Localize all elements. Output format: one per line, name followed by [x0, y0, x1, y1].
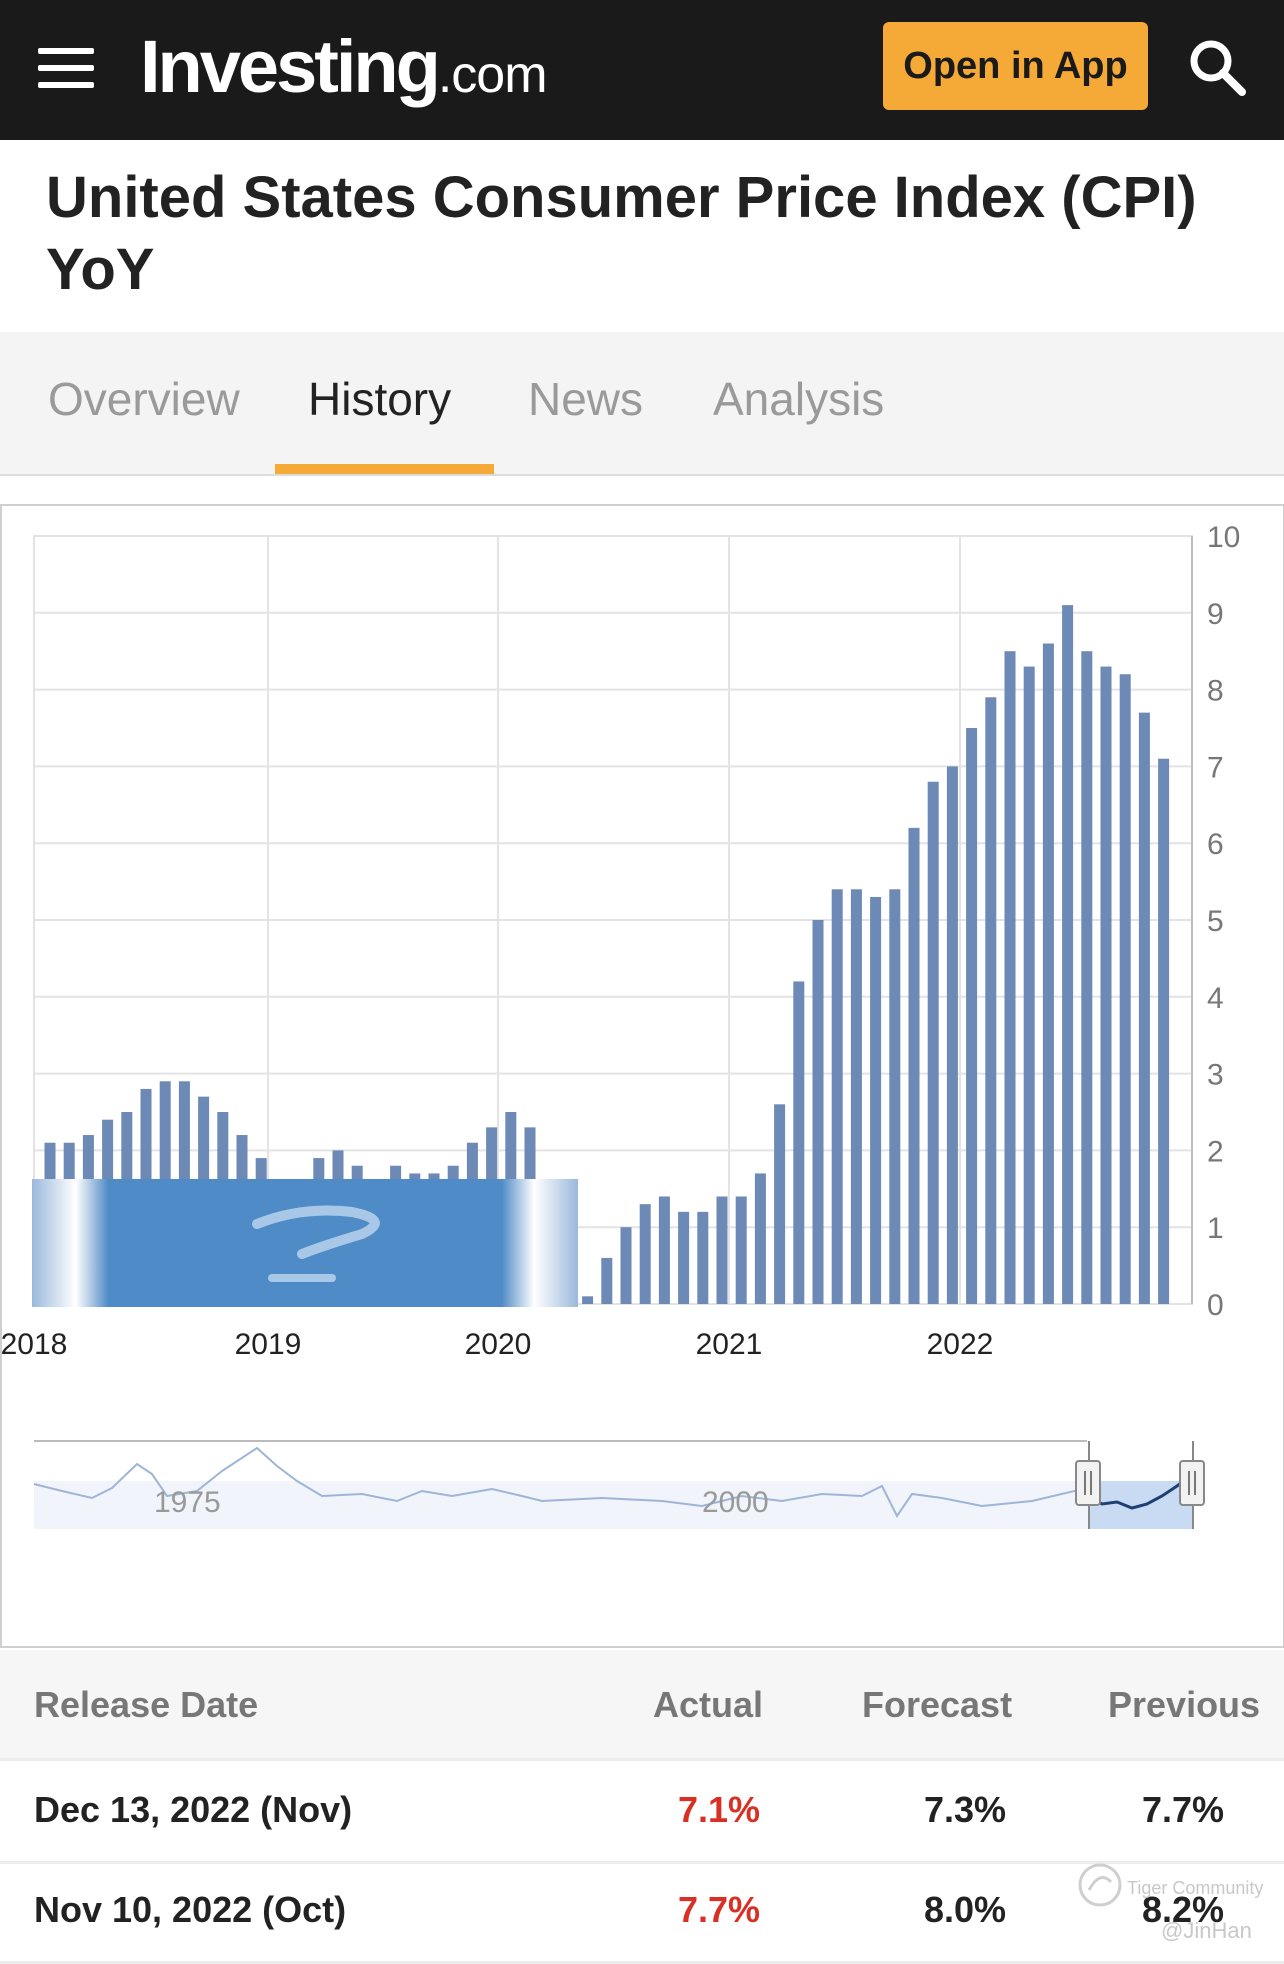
top-bar: Investing.com Open in App — [0, 0, 1284, 140]
bar[interactable] — [697, 1211, 709, 1304]
chart-navigator[interactable]: 1975 2000 — [33, 1440, 1205, 1529]
cell-release-date: Nov 10, 2022 (Oct) — [34, 1889, 347, 1930]
tab-history[interactable]: History — [308, 373, 452, 425]
y-tick-label: 6 — [1207, 828, 1224, 861]
table-row[interactable]: Dec 13, 2022 (Nov) 7.1% 7.3% 7.7% — [0, 1761, 1284, 1864]
tab-bar: Overview History News Analysis — [0, 332, 1284, 476]
x-tick-label: 2020 — [465, 1328, 532, 1361]
chart-grid — [33, 535, 1193, 1305]
bar[interactable] — [985, 697, 997, 1304]
bar[interactable] — [1004, 651, 1016, 1304]
y-tick-label: 7 — [1207, 751, 1224, 784]
x-tick-label: 2021 — [696, 1328, 763, 1361]
y-tick-label: 2 — [1207, 1135, 1224, 1168]
menu-icon[interactable] — [38, 48, 94, 88]
cell-forecast: 7.3% — [924, 1789, 1007, 1830]
header-previous[interactable]: Previous — [1108, 1684, 1261, 1725]
active-tab-indicator — [275, 464, 494, 474]
watermark-line2: @JinHan — [1161, 1918, 1252, 1943]
history-table: Release Date Actual Forecast Previous De… — [0, 1650, 1284, 1964]
bar[interactable] — [908, 827, 920, 1304]
bar[interactable] — [831, 889, 843, 1304]
tiger-logo-icon — [1078, 1863, 1122, 1907]
cell-actual: 7.7% — [678, 1889, 761, 1930]
tab-news[interactable]: News — [528, 373, 644, 425]
bar[interactable] — [1042, 643, 1054, 1304]
cpi-bar-chart[interactable]: 0 1 2 3 4 5 6 7 8 9 10 2018 2019 2020 2021 2022 — [2, 506, 1283, 1646]
y-tick-label: 8 — [1207, 675, 1224, 708]
watermark: Tiger Community @JinHan — [1075, 1860, 1275, 1950]
bar[interactable] — [1158, 758, 1170, 1304]
table-row[interactable]: Nov 10, 2022 (Oct) 7.7% 8.0% 8.2% — [0, 1861, 1284, 1964]
bar[interactable] — [870, 896, 882, 1304]
bar[interactable] — [1138, 712, 1150, 1304]
logo[interactable]: Investing.com — [140, 22, 548, 112]
bar[interactable] — [658, 1196, 670, 1304]
table-header: Release Date Actual Forecast Previous — [0, 1650, 1284, 1761]
watermark-line1: Tiger Community — [1127, 1878, 1264, 1898]
bar[interactable] — [716, 1196, 728, 1304]
tab-overview[interactable]: Overview — [48, 373, 240, 425]
y-axis-ticks: 0 1 2 3 4 5 6 7 8 9 10 — [1207, 521, 1240, 1322]
bar[interactable] — [735, 1196, 747, 1304]
cell-release-date: Dec 13, 2022 (Nov) — [34, 1789, 353, 1830]
bar[interactable] — [946, 766, 958, 1304]
navigator-label-2000: 2000 — [702, 1486, 769, 1519]
bar[interactable] — [1100, 666, 1112, 1304]
bar[interactable] — [620, 1227, 632, 1304]
header-actual[interactable]: Actual — [653, 1684, 764, 1725]
x-tick-label: 2022 — [927, 1328, 994, 1361]
bar[interactable] — [754, 1173, 766, 1304]
y-tick-label: 10 — [1207, 521, 1240, 554]
image-placeholder-icon — [32, 1179, 578, 1307]
navigator-right-handle[interactable] — [1179, 1460, 1205, 1506]
page-title: United States Consumer Price Index (CPI)… — [46, 165, 1197, 302]
cell-actual: 7.1% — [678, 1789, 761, 1830]
bar[interactable] — [927, 781, 939, 1304]
y-tick-label: 3 — [1207, 1059, 1224, 1092]
x-tick-label: 2018 — [2, 1328, 67, 1361]
bar[interactable] — [1023, 666, 1035, 1304]
navigator-left-handle[interactable] — [1075, 1460, 1101, 1506]
cell-previous: 8.2% — [1142, 1889, 1225, 1930]
cell-forecast: 8.0% — [924, 1889, 1007, 1930]
chart-panel: 0 1 2 3 4 5 6 7 8 9 10 2018 2019 2020 2021 2022 — [0, 504, 1284, 1648]
navigator-label-1975: 1975 — [154, 1486, 221, 1519]
bar[interactable] — [850, 889, 862, 1304]
header-forecast[interactable]: Forecast — [862, 1684, 1013, 1725]
bar[interactable] — [889, 889, 901, 1304]
bar[interactable] — [966, 728, 978, 1304]
bar[interactable] — [1062, 605, 1074, 1304]
bar[interactable] — [1119, 674, 1131, 1304]
x-axis-ticks: 2018 2019 2020 2021 2022 — [2, 1328, 993, 1361]
bar[interactable] — [582, 1296, 594, 1304]
bar[interactable] — [812, 920, 824, 1304]
y-tick-label: 1 — [1207, 1212, 1224, 1245]
bar[interactable] — [601, 1257, 613, 1304]
y-tick-label: 5 — [1207, 905, 1224, 938]
header-release-date[interactable]: Release Date — [34, 1684, 259, 1725]
y-tick-label: 9 — [1207, 598, 1224, 631]
y-tick-label: 0 — [1207, 1289, 1224, 1322]
logo-main: Investing — [140, 25, 441, 108]
bar[interactable] — [793, 981, 805, 1304]
tab-analysis[interactable]: Analysis — [713, 373, 885, 425]
cell-previous: 7.7% — [1142, 1789, 1225, 1830]
open-in-app-button[interactable]: Open in App — [883, 22, 1148, 110]
search-icon[interactable] — [1186, 36, 1250, 100]
y-tick-label: 4 — [1207, 982, 1224, 1015]
logo-suffix: .com — [437, 46, 548, 104]
bar[interactable] — [1081, 651, 1093, 1304]
bar[interactable] — [639, 1204, 651, 1304]
bar[interactable] — [678, 1211, 690, 1304]
x-tick-label: 2019 — [235, 1328, 302, 1361]
bar[interactable] — [774, 1104, 786, 1304]
